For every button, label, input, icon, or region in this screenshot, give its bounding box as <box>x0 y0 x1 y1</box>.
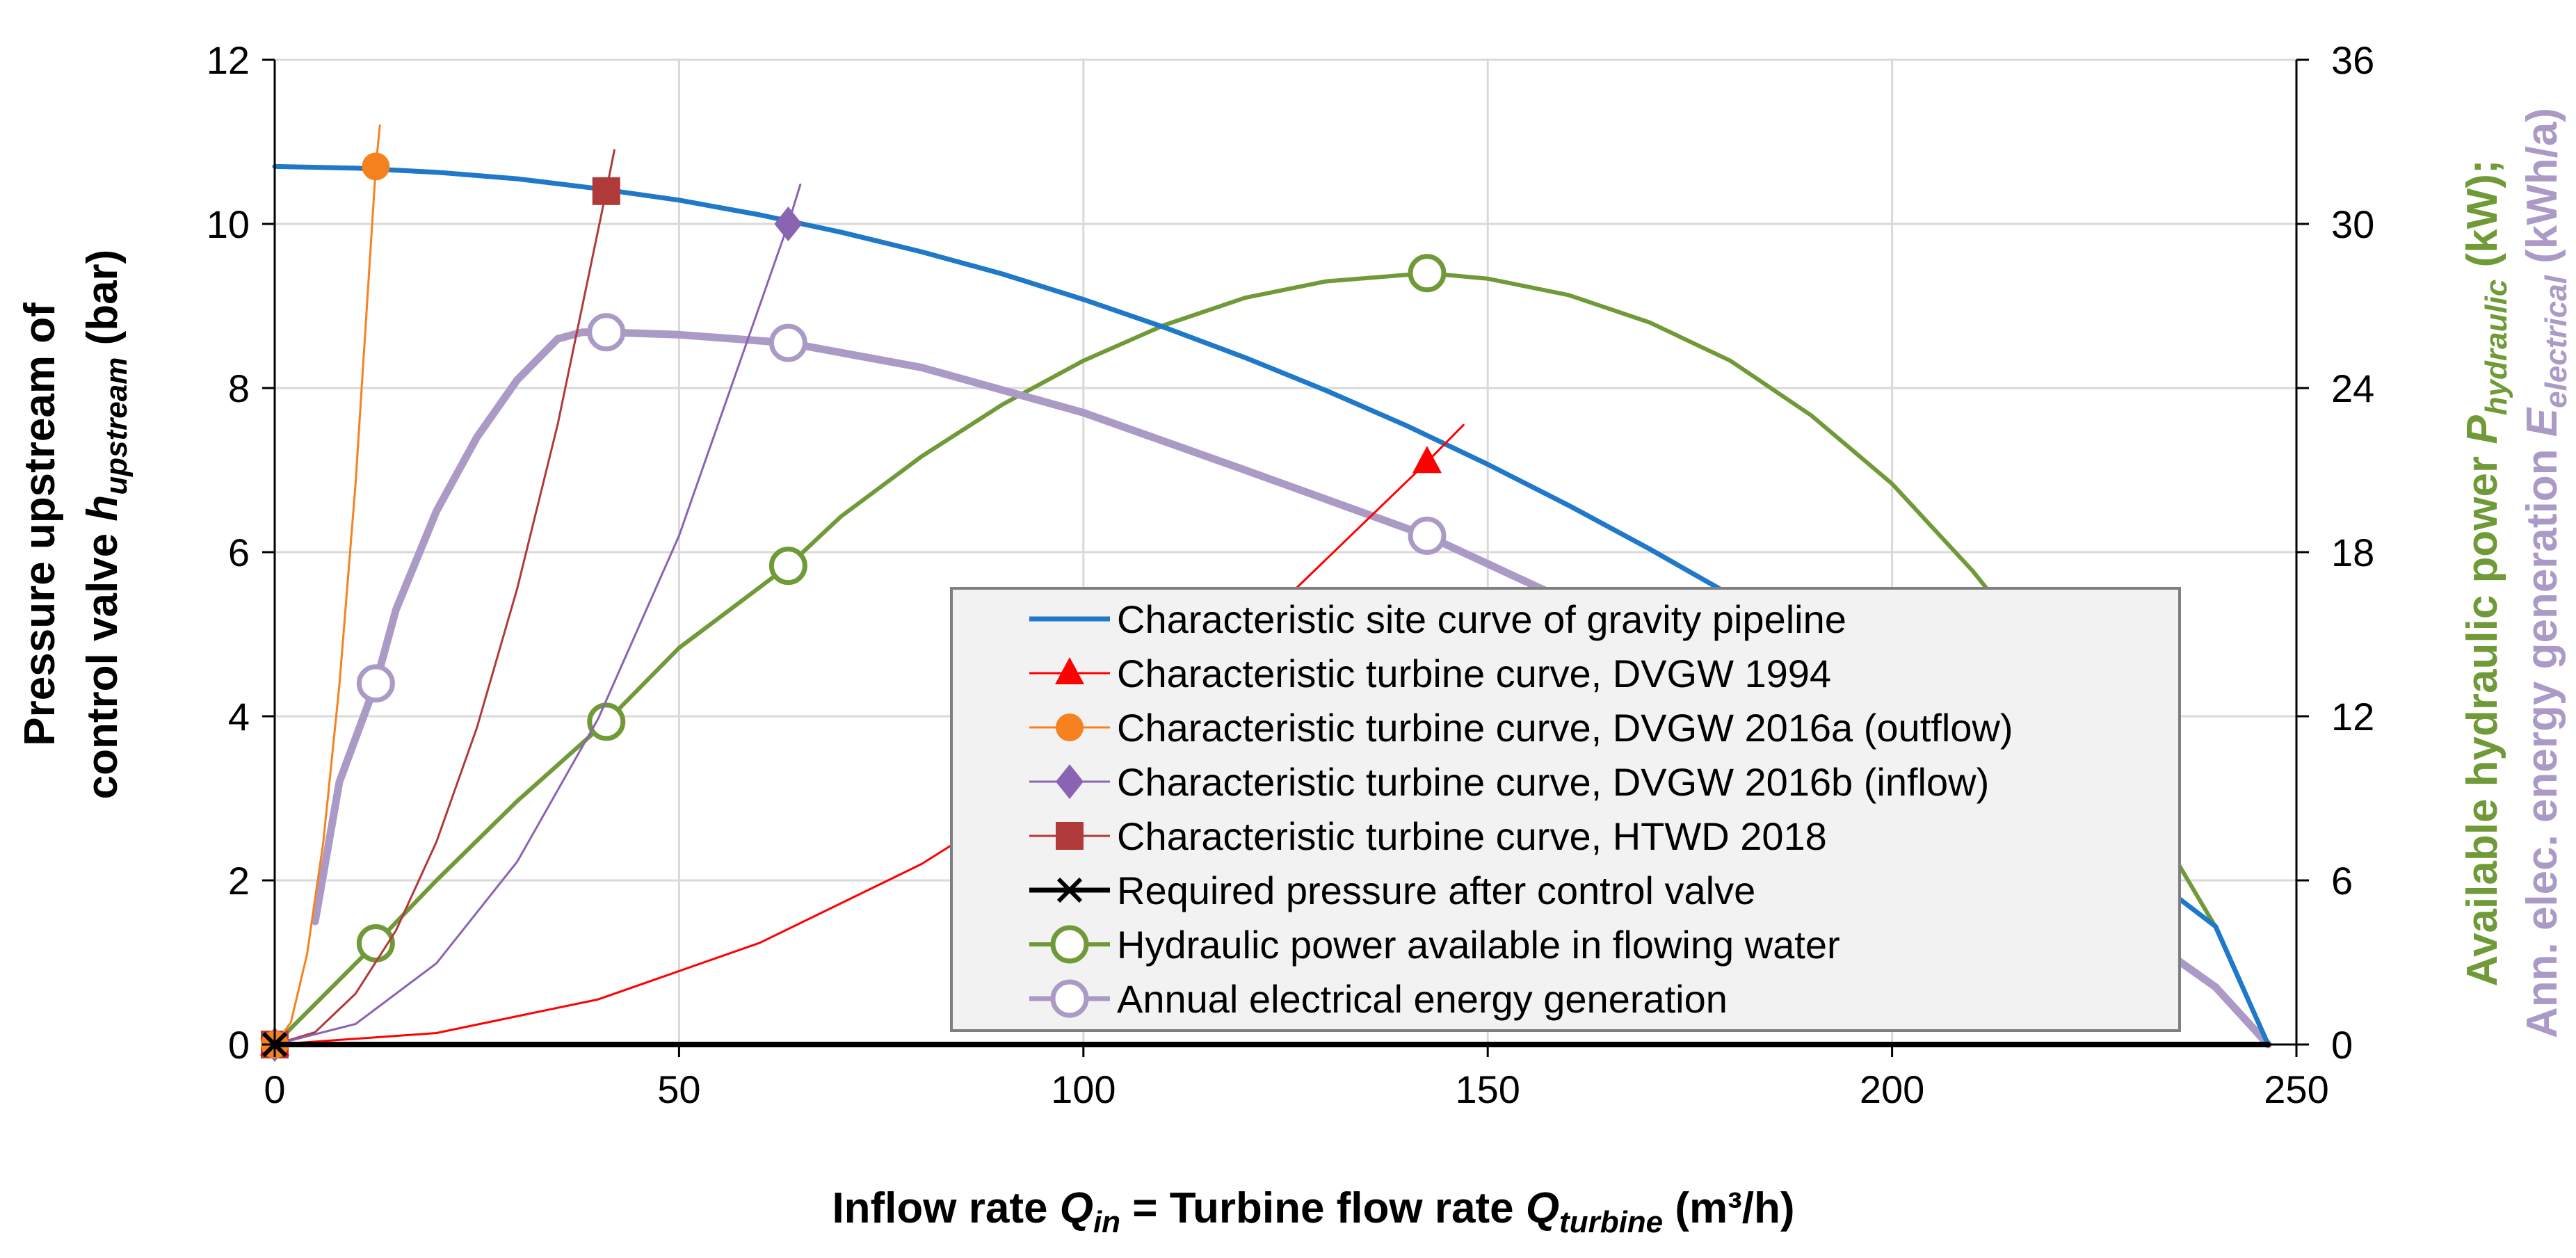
marker-circle <box>1056 713 1084 741</box>
marker-circle-open <box>587 313 626 352</box>
y-left-tick-label: 0 <box>228 1023 250 1067</box>
legend-entry: Annual electrical energy generation <box>1029 977 1728 1021</box>
legend-label: Characteristic turbine curve, DVGW 2016b… <box>1117 760 1989 804</box>
x-tick-label: 150 <box>1455 1067 1520 1111</box>
legend-entry: Hydraulic power available in flowing wat… <box>1029 923 1840 967</box>
marker-x <box>1056 877 1083 903</box>
marker-circle <box>362 152 390 181</box>
legend-box <box>950 587 2181 1032</box>
x-tick-label: 100 <box>1051 1067 1116 1111</box>
legend: Characteristic site curve of gravity pip… <box>950 587 2181 1032</box>
legend-label: Characteristic turbine curve, DVGW 2016a… <box>1117 706 2013 750</box>
legend-label: Hydraulic power available in flowing wat… <box>1117 923 1840 967</box>
legend-entry: Characteristic turbine curve, DVGW 2016a… <box>1029 706 2013 750</box>
marker-triangle <box>1412 446 1442 474</box>
marker-circle-open <box>356 664 395 703</box>
legend-entry: Required pressure after control valve <box>1029 869 1755 912</box>
legend-entry: Characteristic turbine curve, HTWD 2018 <box>1029 814 1827 858</box>
y-right-axis-title-line2: Ann. elec. energy generation Eelectrical… <box>2518 108 2573 1038</box>
y-right-axis-title-line1: Available hydraulic power Phydraulic (kW… <box>2458 160 2513 987</box>
axis-titles: Inflow rate Qin = Turbine flow rate Qtur… <box>16 108 2573 1239</box>
x-axis-title: Inflow rate Qin = Turbine flow rate Qtur… <box>832 1184 1794 1239</box>
y-right-tick-label: 6 <box>2331 859 2353 903</box>
marker-circle-open <box>768 323 807 362</box>
marker-circle-open <box>768 547 807 586</box>
legend-label: Annual electrical energy generation <box>1117 977 1728 1021</box>
y-right-tick-label: 0 <box>2331 1023 2353 1067</box>
marker-diamond <box>774 207 803 241</box>
x-tick-label: 0 <box>264 1067 285 1111</box>
y-right-tick-label: 12 <box>2331 695 2374 739</box>
y-left-tick-label: 8 <box>228 366 250 410</box>
series-3 <box>261 124 390 1058</box>
x-tick-label: 200 <box>1860 1067 1924 1111</box>
y-left-tick-label: 2 <box>228 859 250 903</box>
legend-label: Characteristic site curve of gravity pip… <box>1117 597 1846 641</box>
legend-label: Required pressure after control valve <box>1117 869 1755 912</box>
legend-entry: Characteristic turbine curve, DVGW 2016b… <box>1029 760 1989 804</box>
y-right-tick-label: 18 <box>2331 531 2374 574</box>
marker-circle-open <box>1050 925 1089 964</box>
marker-square <box>592 177 620 205</box>
marker-triangle <box>1055 657 1084 684</box>
marker-circle-open <box>587 702 626 741</box>
series-7 <box>273 254 2271 1047</box>
legend-entry: Characteristic site curve of gravity pip… <box>1029 597 1846 641</box>
marker-circle-open <box>356 924 395 962</box>
y-left-axis-title-line2: control valve hupstream (bar) <box>79 250 134 800</box>
legend-label: Characteristic turbine curve, DVGW 1994 <box>1117 652 1831 695</box>
y-left-axis-title-line1: Pressure upstream of <box>16 303 64 746</box>
series-4 <box>261 183 803 1062</box>
series-line <box>273 183 802 1046</box>
y-left-tick-label: 12 <box>207 38 250 82</box>
legend-entry: Characteristic turbine curve, DVGW 1994 <box>1029 652 1831 695</box>
y-right-tick-label: 30 <box>2331 202 2374 246</box>
x-tick-label: 50 <box>657 1067 700 1111</box>
y-left-tick-label: 4 <box>228 695 250 739</box>
marker-circle-open <box>1050 979 1089 1018</box>
series-line <box>273 424 1465 1046</box>
marker-circle-open <box>1408 516 1447 555</box>
y-left-tick-label: 10 <box>207 202 250 246</box>
y-left-tick-label: 6 <box>228 531 250 574</box>
x-tick-label: 250 <box>2264 1067 2328 1111</box>
y-right-tick-label: 24 <box>2331 366 2374 410</box>
marker-square <box>1056 822 1084 850</box>
marker-circle-open <box>1408 254 1447 293</box>
legend-label: Characteristic turbine curve, HTWD 2018 <box>1117 814 1827 858</box>
y-right-tick-label: 36 <box>2331 38 2374 82</box>
series-line <box>273 124 381 1046</box>
marker-diamond <box>1056 764 1084 799</box>
series-line <box>273 149 615 1046</box>
